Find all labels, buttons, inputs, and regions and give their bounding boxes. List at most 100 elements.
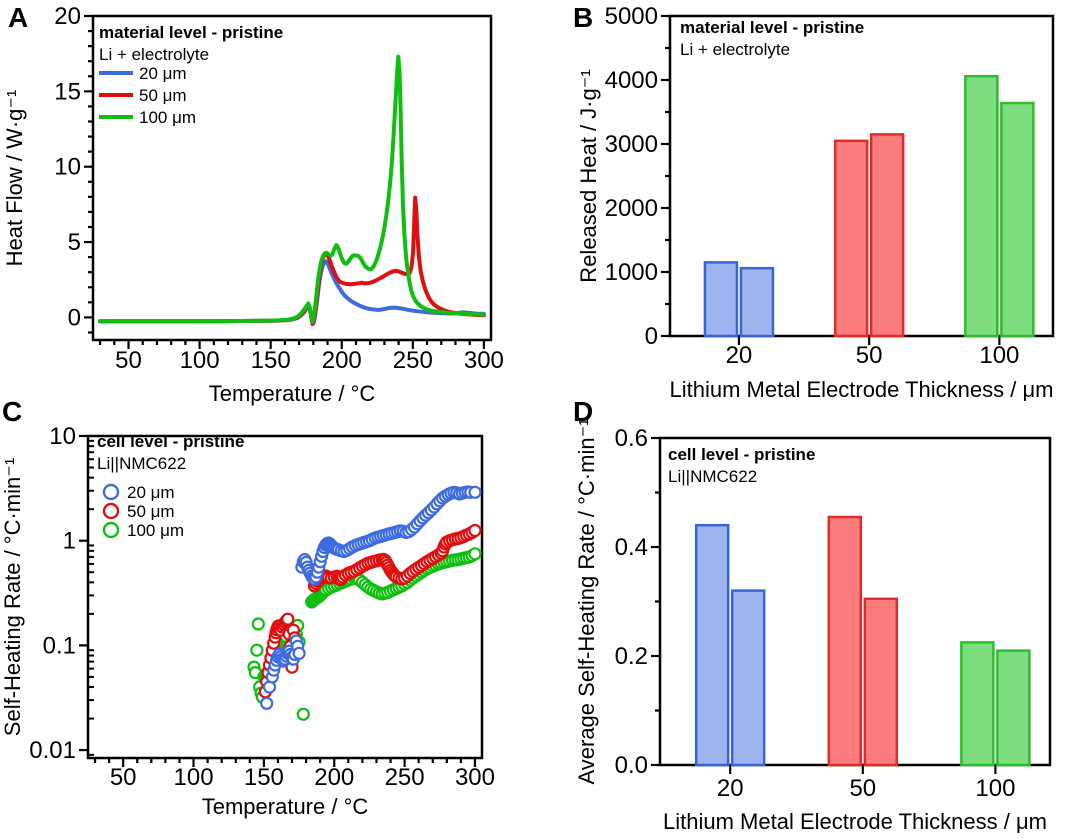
- legend-label: 100 μm: [139, 108, 196, 127]
- y-tick-label: 0.1: [43, 632, 76, 659]
- scatter-point-green: [250, 643, 264, 657]
- annotation-subtitle: Li||NMC622: [668, 467, 757, 486]
- x-tick-label: 150: [244, 764, 284, 791]
- x-axis-title: Temperature / °C: [202, 794, 369, 819]
- y-tick-label: 0: [645, 323, 658, 350]
- y-axis-title: Average Self-Heating Rate / °C·min⁻¹: [574, 418, 599, 784]
- x-tick-label: 300: [464, 347, 504, 374]
- y-tick-label: 15: [54, 78, 81, 105]
- y-tick-label: 0.2: [615, 643, 648, 670]
- y-tick-label: 1000: [605, 259, 658, 286]
- bar-50um-1: [833, 139, 869, 338]
- annotation-subtitle: Li + electrolyte: [680, 40, 790, 59]
- y-tick-label: 10: [49, 423, 76, 450]
- annotation-title: cell level - pristine: [668, 445, 815, 464]
- y-axis-title: Self-Heating Rate / °C·min⁻¹: [0, 458, 25, 736]
- y-axis-title: Released Heat / J·g⁻¹: [576, 69, 601, 282]
- bar-20um-2: [730, 589, 766, 767]
- bar-100um-1: [960, 641, 995, 767]
- y-tick-label: 0.01: [29, 737, 76, 764]
- panel-c-self-heating-rate-plot: 50 100 150 200 250 300 0.01 0.1 1 10 Temperature /…: [0, 423, 495, 819]
- x-tick-label: 50: [856, 342, 883, 369]
- x-tick-label: 200: [314, 764, 354, 791]
- bar-20um-2: [739, 266, 775, 338]
- legend-label: 50 μm: [127, 502, 175, 521]
- annotation-subtitle: Li + electrolyte: [99, 45, 209, 64]
- x-tick-label: 50: [849, 775, 876, 802]
- x-tick-label: 250: [385, 764, 425, 791]
- x-tick-label: 100: [979, 342, 1019, 369]
- legend-marker-red: [102, 502, 120, 520]
- bar-50um-2: [869, 133, 905, 338]
- x-tick-label: 250: [393, 347, 433, 374]
- scatter-point-red: [468, 523, 482, 538]
- y-tick-label: 5: [68, 229, 81, 256]
- annotation-subtitle: Li||NMC622: [97, 454, 186, 473]
- bar-20um-1: [703, 261, 739, 338]
- panel-d-letter: D: [573, 396, 594, 427]
- x-tick-label: 20: [717, 775, 744, 802]
- scatter-point-blue: [292, 646, 306, 660]
- x-tick-label: 100: [975, 775, 1015, 802]
- bar-100um-2: [1000, 101, 1035, 338]
- legend-label: 20 μm: [127, 483, 175, 502]
- panel-b-released-heat-chart: 20 50 100 0 1000 2000 3000 4000 5000 Lithium Meta…: [540, 0, 1080, 412]
- y-tick-label: 5000: [605, 3, 658, 30]
- legend-label: 100 μm: [127, 521, 184, 540]
- y-tick-label: 20: [54, 3, 81, 30]
- x-axis-title: Temperature / °C: [209, 381, 376, 406]
- plot-frame: [91, 14, 493, 342]
- legend-marker-blue: [102, 483, 120, 501]
- x-tick-label: 100: [174, 764, 214, 791]
- x-axis-title: Lithium Metal Electrode Thickness / μm: [670, 377, 1054, 402]
- bar-50um-1: [827, 515, 863, 767]
- legend-marker-green: [102, 521, 120, 539]
- panel-a-heat-flow-chart: 50 100 150 200 250 300 0 5 10 15 20 Temperature / °…: [0, 0, 540, 412]
- bar-100um-1: [964, 74, 999, 338]
- x-tick-label: 50: [115, 347, 142, 374]
- scatter-point-green: [468, 547, 482, 561]
- bar-100um-2: [996, 649, 1031, 767]
- x-tick-label: 100: [180, 347, 220, 374]
- scatter-point-red: [281, 612, 295, 626]
- panel-c-letter: C: [2, 396, 23, 427]
- y-tick-label: 0: [68, 304, 81, 331]
- x-axis-title: Lithium Metal Electrode Thickness / μm: [663, 809, 1047, 834]
- series-line-red: [98, 195, 486, 326]
- y-axis-title: Heat Flow / W·g⁻¹: [2, 90, 27, 267]
- annotation-title: material level - pristine: [99, 23, 283, 42]
- panel-a-heat-flow-plot: 50 100 150 200 250 300 0 5 10 15 20 Temperature / °…: [2, 3, 504, 406]
- panel-d-average-shr-plot: 20 50 100 0.0 0.2 0.4 0.6 Lithium Metal Electro…: [574, 418, 1052, 834]
- annotation-title: cell level - pristine: [97, 432, 244, 451]
- panel-c-self-heating-rate-chart: 50 100 150 200 250 300 0.01 0.1 1 10 Temperature /…: [0, 412, 540, 839]
- panel-b-letter: B: [573, 2, 594, 33]
- x-tick-label: 300: [455, 764, 495, 791]
- y-tick-label: 0.0: [615, 752, 648, 779]
- x-tick-label: 50: [110, 764, 137, 791]
- scatter-point-green: [251, 617, 265, 631]
- panel-a-letter: A: [8, 2, 29, 33]
- y-tick-label: 10: [54, 154, 81, 181]
- series-line-green: [98, 54, 486, 324]
- scatter-point-blue: [260, 696, 274, 710]
- scatter-point-blue: [468, 485, 482, 499]
- x-tick-label: 150: [251, 347, 291, 374]
- legend-label: 50 μm: [139, 86, 187, 105]
- annotation-title: material level - pristine: [680, 18, 864, 37]
- scatter-point-green: [296, 707, 310, 721]
- bar-20um-1: [694, 523, 730, 767]
- y-tick-label: 3000: [605, 131, 658, 158]
- legend-label: 20 μm: [139, 64, 187, 83]
- plot-frame: [86, 434, 484, 760]
- panel-d-average-shr-chart: 20 50 100 0.0 0.2 0.4 0.6 Lithium Metal Electro…: [540, 412, 1080, 839]
- y-tick-label: 2000: [605, 195, 658, 222]
- y-tick-label: 0.6: [615, 425, 648, 452]
- x-tick-label: 20: [726, 342, 753, 369]
- y-tick-label: 1: [63, 528, 76, 555]
- bar-50um-2: [863, 597, 899, 767]
- y-tick-label: 0.4: [615, 534, 648, 561]
- y-tick-label: 4000: [605, 67, 658, 94]
- x-tick-label: 200: [322, 347, 362, 374]
